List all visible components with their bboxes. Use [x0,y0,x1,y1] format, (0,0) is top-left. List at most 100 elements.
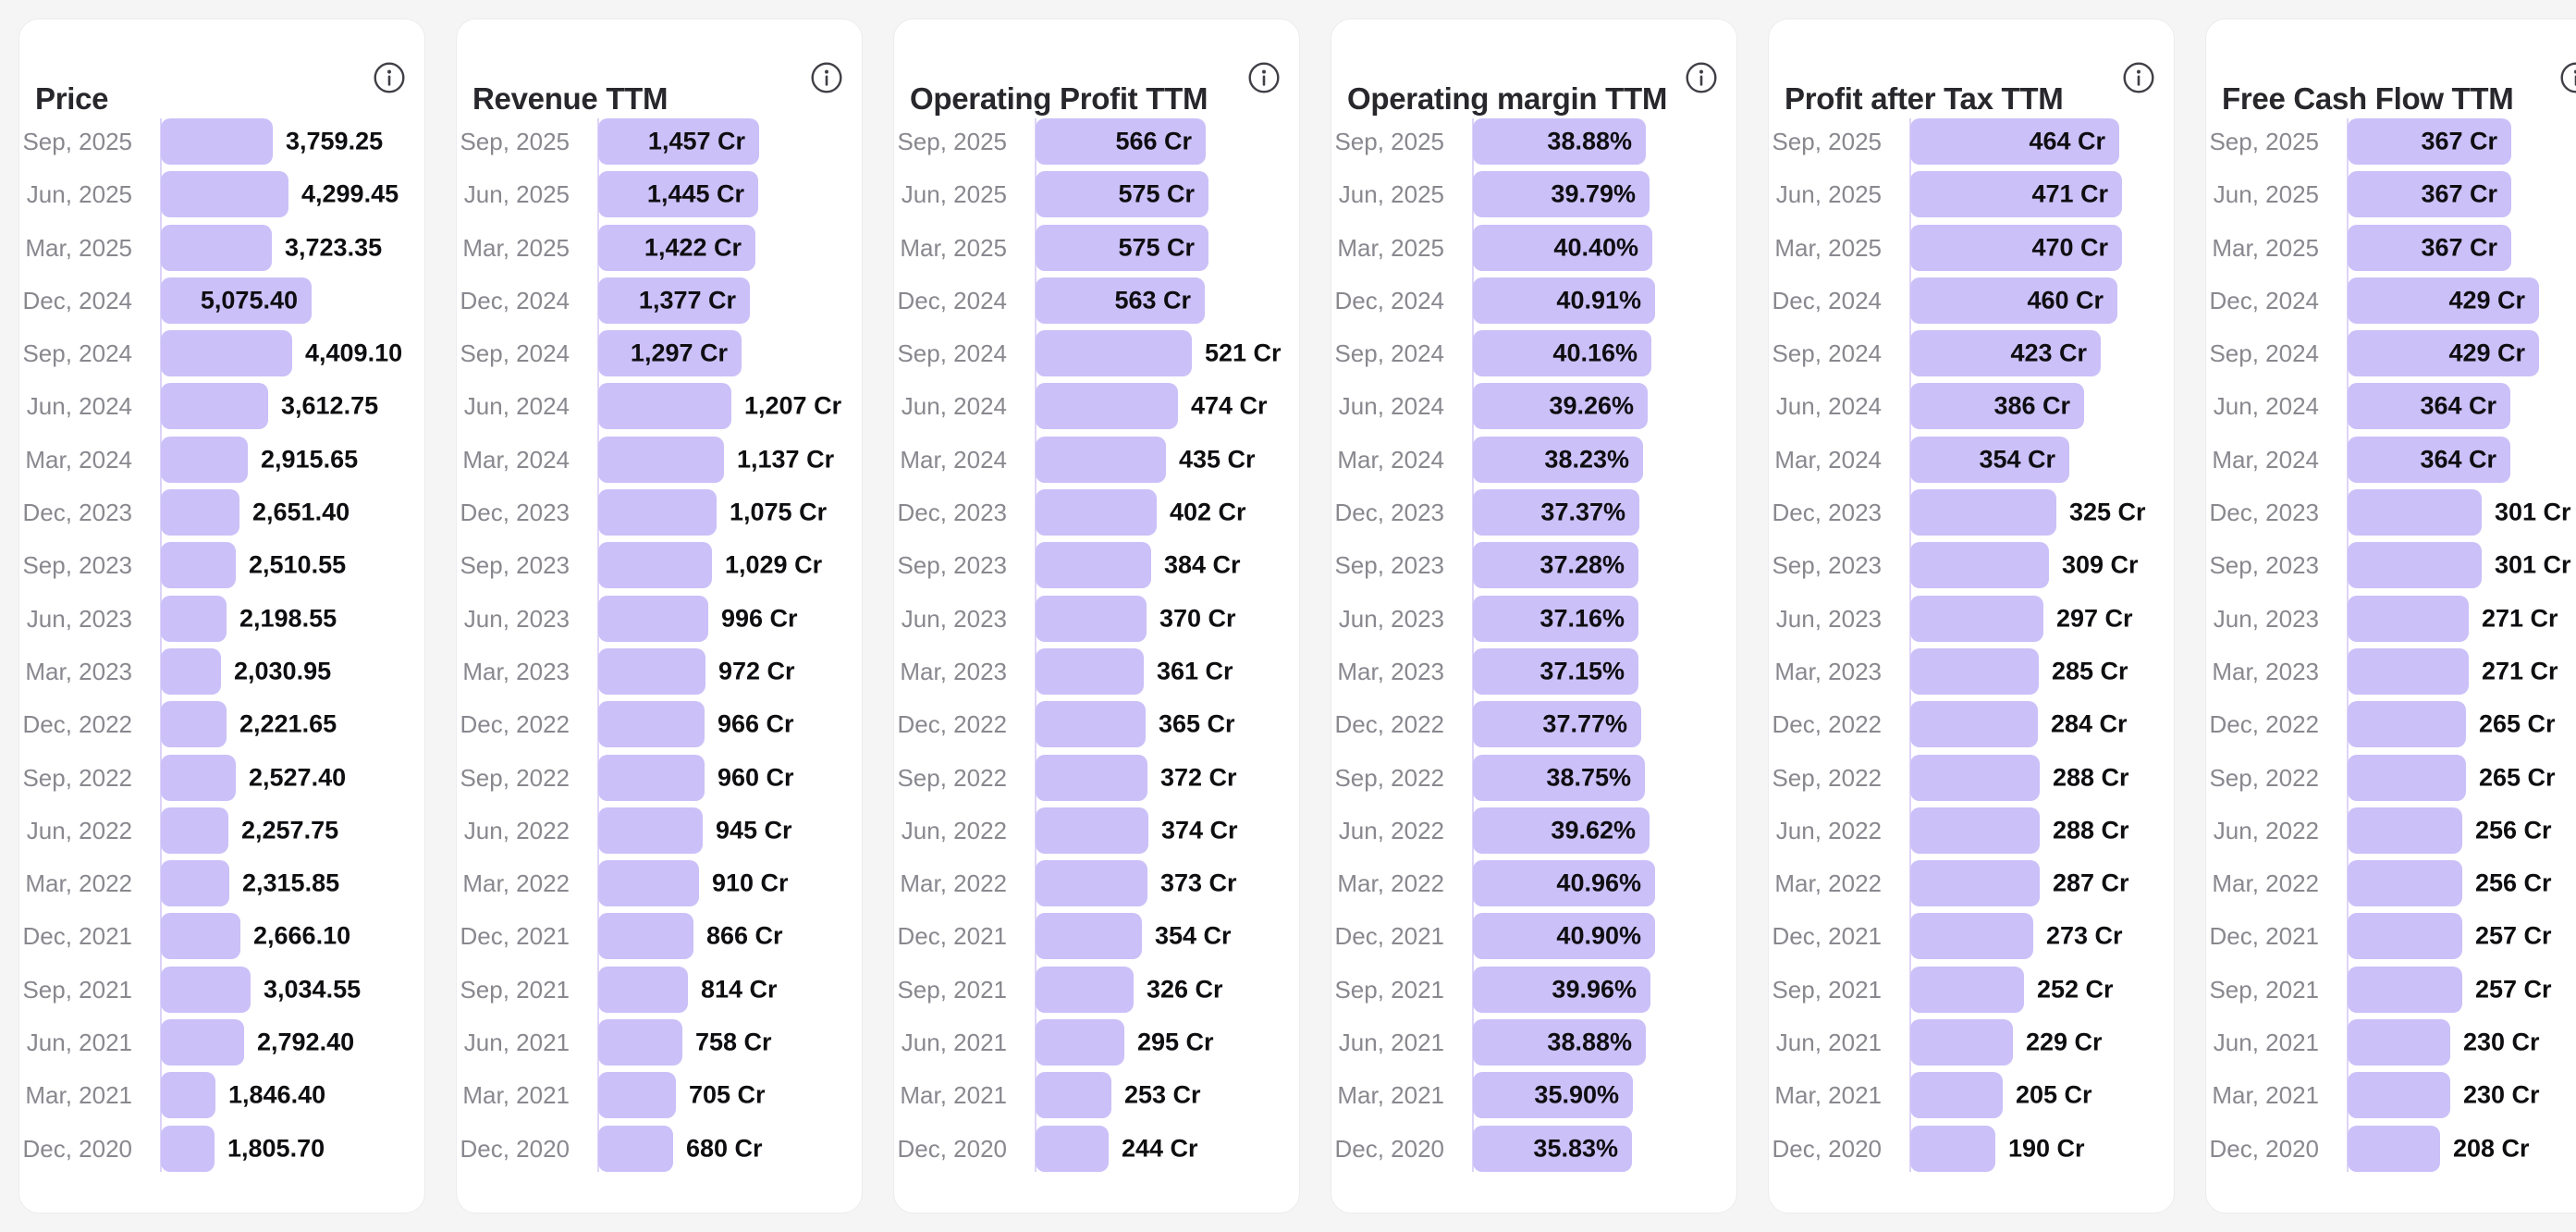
category-label: Jun, 2023 [463,604,570,633]
category-label: Jun, 2024 [1338,392,1444,421]
metric-card: Price Sep, 2025 3,759.25 Jun, 2025 4,299… [18,18,425,1214]
bar-row: Dec, 2020 680 Cr [457,1125,862,1172]
bar: 297 Cr [1910,595,2133,642]
bar: 2,221.65 [161,701,337,748]
bar-row: Dec, 2021 2,666.10 [19,913,424,960]
info-icon[interactable] [1685,61,1718,94]
value-label: 38.75% [1546,763,1631,792]
bar-row: Jun, 2023 370 Cr [894,595,1299,642]
bar: 4,409.10 [161,330,402,377]
bar: 257 Cr [2348,966,2552,1013]
bar-row: Dec, 2024 460 Cr [1769,277,2174,324]
value-label: 325 Cr [2069,498,2146,526]
category-label: Dec, 2023 [2209,499,2319,527]
value-label: 3,723.35 [285,233,383,262]
value-label: 367 Cr [2421,179,2497,208]
value-label: 38.88% [1547,127,1632,155]
bar-row: Sep, 2022 2,527.40 [19,754,424,801]
value-label: 40.16% [1552,339,1638,367]
value-label: 960 Cr [718,763,794,792]
bar: 3,723.35 [161,224,382,271]
value-label: 273 Cr [2046,921,2123,950]
value-label: 866 Cr [706,921,783,950]
category-label: Sep, 2025 [1334,128,1444,155]
bar-row: Sep, 2023 2,510.55 [19,542,424,589]
bar-row: Mar, 2025 1,422 Cr [457,224,862,271]
category-label: Mar, 2021 [25,1081,132,1110]
bar: 1,137 Cr [598,436,834,483]
value-label: 35.90% [1534,1080,1619,1109]
bar: 35.83% [1473,1125,1632,1172]
bar-row: Jun, 2025 367 Cr [2206,171,2576,218]
value-label: 2,792.40 [257,1028,355,1056]
bar-row: Sep, 2025 566 Cr [894,118,1299,165]
info-icon[interactable] [2122,61,2155,94]
bar-row: Dec, 2022 265 Cr [2206,701,2576,748]
value-label: 257 Cr [2475,921,2552,950]
bar: 244 Cr [1036,1125,1198,1172]
bar-row: Sep, 2025 464 Cr [1769,118,2174,165]
value-label: 2,510.55 [249,550,347,579]
value-label: 1,377 Cr [638,286,736,314]
bar: 265 Cr [2348,754,2556,801]
bar-row: Sep, 2023 384 Cr [894,542,1299,589]
value-label: 230 Cr [2463,1080,2540,1109]
category-label: Jun, 2025 [1775,180,1882,209]
bar: 208 Cr [2348,1125,2530,1172]
bar-row: Mar, 2023 2,030.95 [19,647,424,695]
bar-row: Jun, 2022 2,257.75 [19,807,424,854]
category-label: Jun, 2024 [26,392,132,421]
category-label: Mar, 2023 [1337,657,1444,685]
info-icon[interactable] [373,61,406,94]
bar: 37.16% [1473,595,1638,642]
category-label: Jun, 2022 [1338,816,1444,844]
value-label: 423 Cr [2010,339,2087,367]
value-label: 265 Cr [2479,763,2556,792]
bar-row: Sep, 2021 252 Cr [1769,966,2174,1013]
value-label: 471 Cr [2031,179,2108,208]
bar: 285 Cr [1910,647,2128,695]
bar-row: Sep, 2022 265 Cr [2206,754,2576,801]
category-label: Sep, 2024 [1772,339,1882,368]
bar: 423 Cr [1910,330,2101,377]
value-label: 563 Cr [1114,286,1191,314]
bar-row: Sep, 2023 301 Cr [2206,542,2576,589]
bar: 866 Cr [598,913,783,960]
category-label: Jun, 2021 [2213,1029,2319,1057]
bar-row: Sep, 2023 37.28% [1331,542,1736,589]
value-label: 384 Cr [1164,550,1241,579]
category-label: Mar, 2021 [1337,1081,1444,1110]
category-label: Mar, 2021 [462,1081,570,1110]
bar-row: Sep, 2024 423 Cr [1769,330,2174,377]
category-label: Dec, 2023 [460,499,570,527]
info-icon[interactable] [1247,61,1281,94]
bar-row: Mar, 2021 253 Cr [894,1072,1299,1119]
bar-row: Mar, 2022 373 Cr [894,860,1299,907]
bar-row: Dec, 2022 284 Cr [1769,701,2174,748]
category-label: Mar, 2024 [462,445,570,474]
category-label: Sep, 2024 [897,339,1007,368]
bar-row: Jun, 2024 364 Cr [2206,383,2576,430]
bar: 40.40% [1473,224,1652,271]
category-label: Dec, 2021 [22,922,132,951]
bar: 460 Cr [1910,277,2117,324]
value-label: 38.23% [1544,445,1629,474]
bar: 758 Cr [598,1019,772,1066]
bar: 814 Cr [598,966,778,1013]
bar-row: Jun, 2025 4,299.45 [19,171,424,218]
category-label: Dec, 2021 [1334,922,1444,951]
bar-row: Jun, 2025 1,445 Cr [457,171,862,218]
bar-row: Jun, 2024 386 Cr [1769,383,2174,430]
bar-row: Jun, 2021 295 Cr [894,1019,1299,1066]
bar: 273 Cr [1910,913,2123,960]
category-label: Dec, 2023 [22,499,132,527]
bar-row: Sep, 2025 3,759.25 [19,118,424,165]
bar-row: Sep, 2023 1,029 Cr [457,542,862,589]
bar-row: Dec, 2022 2,221.65 [19,701,424,748]
bar: 1,207 Cr [598,383,841,430]
value-label: 1,805.70 [227,1134,325,1163]
info-icon[interactable] [2559,61,2576,94]
bar: 37.37% [1473,489,1639,536]
value-label: 39.79% [1551,179,1636,208]
info-icon[interactable] [810,61,843,94]
